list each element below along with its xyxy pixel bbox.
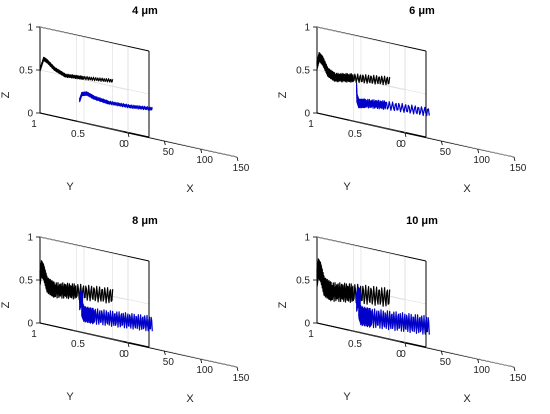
series-upper-line xyxy=(39,56,114,83)
box-edge xyxy=(39,26,129,48)
box-edge xyxy=(316,26,406,48)
series-upper-line xyxy=(316,258,391,307)
y-tick-label: 0.5 xyxy=(348,129,362,140)
x-tick-mark xyxy=(440,350,443,356)
z-tick-label: 0.5 xyxy=(296,276,310,287)
z-tick-label: 1 xyxy=(304,23,310,34)
z-tick-label: 0 xyxy=(27,109,33,120)
x-tick-label: 100 xyxy=(473,365,490,376)
z-axis-label: Z xyxy=(277,91,289,98)
panel-title: 6 μm xyxy=(409,5,435,17)
z-tick-label: 0 xyxy=(27,319,33,330)
z-axis-label: Z xyxy=(0,91,12,98)
y-axis-label: Y xyxy=(343,391,351,403)
box-edge xyxy=(39,236,129,258)
z-tick-label: 0 xyxy=(304,319,310,330)
x-tick-mark xyxy=(127,132,130,138)
series-projection-line xyxy=(349,119,401,133)
y-axis-label: Y xyxy=(343,181,351,193)
series-projection-line xyxy=(77,120,124,133)
box-edge xyxy=(425,346,515,368)
x-tick-mark xyxy=(440,140,443,146)
box-edge xyxy=(316,236,406,258)
y-tick-label: 1 xyxy=(308,329,314,340)
panel-title: 8 μm xyxy=(132,215,158,227)
panel-title: 10 μm xyxy=(406,215,438,227)
x-tick-mark xyxy=(236,156,239,162)
series-upper-line xyxy=(39,260,114,304)
x-tick-mark xyxy=(404,342,407,348)
box-edge xyxy=(148,136,238,158)
x-axis-label: X xyxy=(463,393,471,405)
y-tick-label: 1 xyxy=(31,329,37,340)
series-projection-line xyxy=(72,329,124,343)
z-tick-label: 0.5 xyxy=(19,66,33,77)
x-tick-mark xyxy=(127,342,130,348)
x-tick-mark xyxy=(513,156,516,162)
z-tick-label: 1 xyxy=(304,233,310,244)
z-tick-label: 1 xyxy=(27,233,33,244)
y-tick-label: 0 xyxy=(396,139,402,150)
x-tick-label: 150 xyxy=(233,163,250,174)
x-tick-label: 100 xyxy=(473,155,490,166)
z-tick-label: 1 xyxy=(27,23,33,34)
x-tick-mark xyxy=(513,366,516,372)
z-axis-label: Z xyxy=(0,301,12,308)
box-edge xyxy=(425,136,515,158)
y-tick-label: 0.5 xyxy=(71,339,85,350)
z-tick-label: 0.5 xyxy=(19,276,33,287)
x-tick-label: 150 xyxy=(510,163,527,174)
x-tick-label: 0 xyxy=(123,349,129,360)
y-tick-label: 0 xyxy=(119,349,125,360)
x-tick-label: 150 xyxy=(510,373,527,384)
x-tick-mark xyxy=(236,366,239,372)
series-upper-line xyxy=(316,52,391,86)
x-tick-mark xyxy=(477,148,480,154)
series-lower-line xyxy=(356,286,430,335)
x-tick-label: 150 xyxy=(233,373,250,384)
x-tick-mark xyxy=(404,132,407,138)
y-tick-label: 0.5 xyxy=(71,129,85,140)
series-lower-line xyxy=(356,82,430,117)
x-tick-label: 100 xyxy=(196,365,213,376)
series-projection-line xyxy=(349,329,401,343)
x-tick-label: 50 xyxy=(163,147,175,158)
z-axis-label: Z xyxy=(277,301,289,308)
grid-line xyxy=(39,69,129,91)
z-tick-label: 0.5 xyxy=(296,66,310,77)
x-tick-label: 50 xyxy=(440,357,452,368)
x-tick-mark xyxy=(200,358,203,364)
x-tick-label: 0 xyxy=(400,349,406,360)
y-tick-label: 1 xyxy=(308,119,314,130)
x-tick-label: 50 xyxy=(440,147,452,158)
series-lower-line xyxy=(79,289,153,332)
y-tick-label: 1 xyxy=(31,119,37,130)
x-tick-label: 0 xyxy=(400,139,406,150)
series-lower-line xyxy=(79,91,153,111)
y-axis-label: Y xyxy=(66,181,74,193)
y-tick-label: 0 xyxy=(396,349,402,360)
x-tick-mark xyxy=(477,358,480,364)
x-axis-label: X xyxy=(186,183,194,195)
x-tick-label: 0 xyxy=(123,139,129,150)
box-edge xyxy=(148,346,238,368)
x-tick-label: 50 xyxy=(163,357,175,368)
x-tick-mark xyxy=(163,350,166,356)
x-tick-mark xyxy=(163,140,166,146)
y-tick-label: 0 xyxy=(119,139,125,150)
y-axis-label: Y xyxy=(66,391,74,403)
panel-title: 4 μm xyxy=(132,5,158,17)
x-axis-label: X xyxy=(186,393,194,405)
y-tick-label: 0.5 xyxy=(348,339,362,350)
x-tick-label: 100 xyxy=(196,155,213,166)
x-axis-label: X xyxy=(463,183,471,195)
x-tick-mark xyxy=(200,148,203,154)
z-tick-label: 0 xyxy=(304,109,310,120)
